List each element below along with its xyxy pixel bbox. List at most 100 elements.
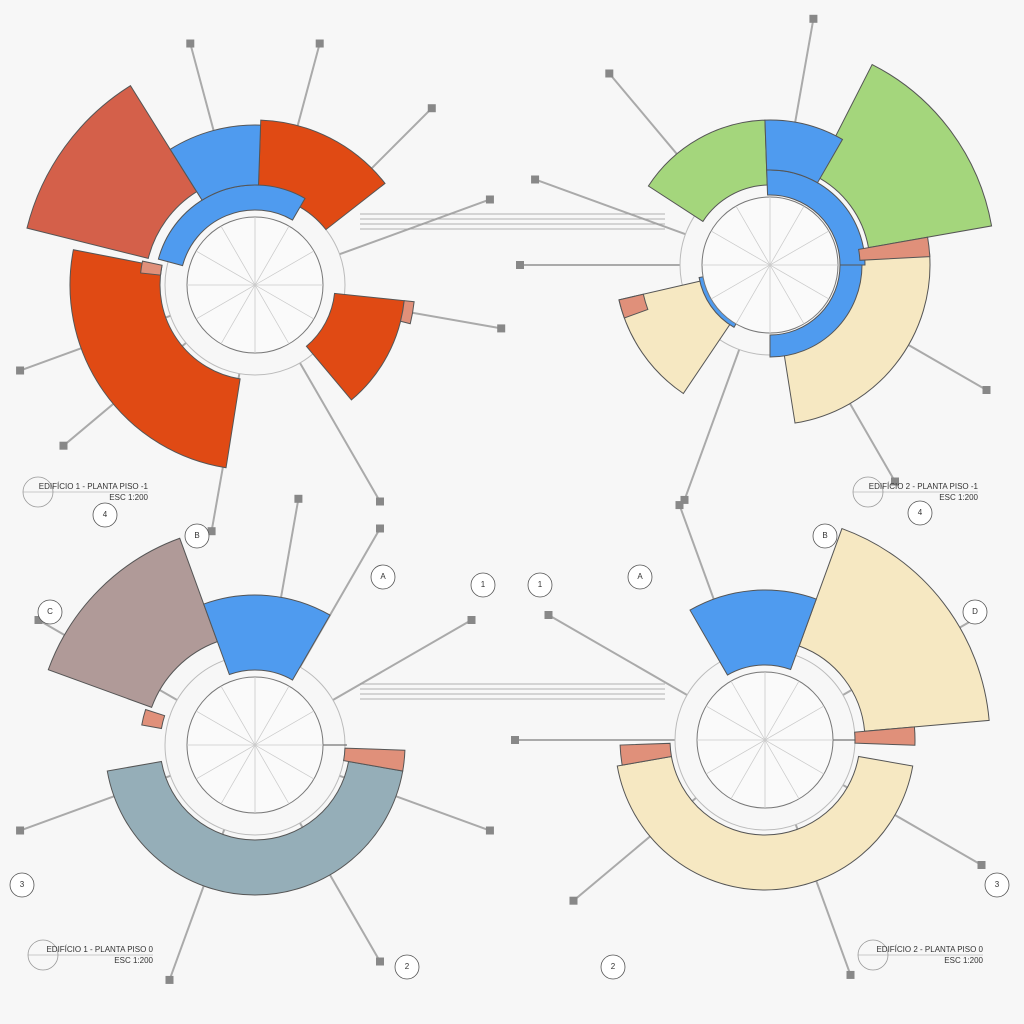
plan-title: EDIFÍCIO 2 - PLANTA PISO -1 bbox=[869, 482, 979, 491]
column bbox=[675, 501, 684, 510]
column bbox=[376, 957, 384, 966]
structure-line bbox=[299, 362, 381, 503]
room bbox=[157, 184, 306, 267]
column bbox=[207, 527, 216, 536]
column bbox=[467, 616, 476, 624]
column bbox=[809, 14, 818, 23]
grid-marker-label: 2 bbox=[405, 962, 410, 971]
grid-marker-label: B bbox=[822, 531, 827, 540]
plan-title: EDIFÍCIO 2 - PLANTA PISO 0 bbox=[876, 945, 983, 954]
room bbox=[814, 63, 993, 249]
grid-marker bbox=[812, 523, 838, 549]
column bbox=[16, 366, 25, 375]
atrium-axis bbox=[195, 250, 315, 320]
grid-marker bbox=[394, 954, 420, 980]
grid-marker-label: 3 bbox=[995, 880, 1000, 889]
room bbox=[169, 124, 262, 201]
grid-marker-label: 2 bbox=[611, 962, 616, 971]
column bbox=[485, 195, 494, 204]
room bbox=[141, 708, 166, 730]
grid-marker bbox=[600, 954, 626, 980]
column bbox=[680, 495, 689, 504]
room bbox=[343, 747, 406, 772]
grid-marker-label: 1 bbox=[538, 580, 543, 589]
column bbox=[497, 324, 506, 333]
grid-marker bbox=[627, 564, 653, 590]
column bbox=[315, 39, 324, 48]
grid-marker-label: 1 bbox=[481, 580, 486, 589]
column bbox=[165, 975, 174, 984]
column bbox=[376, 524, 384, 533]
grid-marker bbox=[527, 572, 553, 598]
column bbox=[34, 616, 43, 624]
grid-marker-label: D bbox=[972, 607, 978, 616]
room bbox=[26, 85, 198, 259]
room bbox=[769, 264, 863, 358]
plan-scale: ESC 1:200 bbox=[109, 493, 148, 502]
grid-marker-label: 4 bbox=[103, 510, 108, 519]
column bbox=[569, 896, 578, 905]
column bbox=[977, 861, 986, 869]
floor-plan bbox=[16, 494, 494, 984]
grid-marker bbox=[984, 872, 1010, 898]
grid-marker-label: A bbox=[380, 572, 386, 581]
room bbox=[69, 249, 241, 469]
room bbox=[618, 293, 649, 319]
room bbox=[106, 760, 404, 896]
column bbox=[485, 826, 494, 835]
grid-marker bbox=[370, 564, 396, 590]
column bbox=[531, 175, 540, 184]
room bbox=[798, 527, 990, 732]
plan-scale: ESC 1:200 bbox=[114, 956, 153, 965]
column bbox=[511, 736, 519, 744]
atrium-axis bbox=[705, 705, 825, 775]
column bbox=[59, 441, 68, 450]
column bbox=[891, 477, 899, 486]
grid-marker bbox=[962, 599, 988, 625]
room bbox=[305, 292, 405, 401]
room bbox=[47, 537, 219, 709]
column bbox=[516, 261, 524, 269]
structure-line bbox=[332, 619, 473, 701]
room bbox=[764, 119, 844, 184]
grid-marker bbox=[92, 502, 118, 528]
room bbox=[858, 236, 931, 261]
column bbox=[16, 826, 25, 835]
floor-plan bbox=[16, 39, 506, 536]
grid-marker bbox=[470, 572, 496, 598]
room bbox=[399, 300, 415, 325]
room bbox=[619, 742, 673, 766]
plan-scale: ESC 1:200 bbox=[939, 493, 978, 502]
room bbox=[854, 726, 916, 746]
atrium-axis bbox=[710, 230, 830, 300]
atrium-axis bbox=[195, 710, 315, 780]
column bbox=[376, 497, 384, 506]
column bbox=[605, 69, 614, 78]
room bbox=[203, 594, 331, 681]
column bbox=[982, 386, 991, 394]
structure-line bbox=[683, 349, 741, 501]
room bbox=[140, 260, 163, 276]
grid-marker-label: C bbox=[47, 607, 53, 616]
plan-title: EDIFÍCIO 1 - PLANTA PISO 0 bbox=[46, 945, 153, 954]
column bbox=[294, 494, 303, 503]
structure-line bbox=[534, 178, 686, 236]
column bbox=[846, 970, 855, 979]
structure-line bbox=[339, 198, 491, 256]
column bbox=[544, 611, 553, 619]
column bbox=[186, 39, 195, 48]
grid-marker-label: 3 bbox=[20, 880, 25, 889]
room bbox=[689, 589, 817, 676]
grid-marker-label: B bbox=[194, 531, 199, 540]
room bbox=[616, 755, 914, 891]
grid-marker bbox=[184, 523, 210, 549]
structure-line bbox=[547, 614, 688, 696]
grid-marker bbox=[907, 500, 933, 526]
column bbox=[427, 104, 436, 113]
plan-scale: ESC 1:200 bbox=[944, 956, 983, 965]
grid-marker-label: A bbox=[637, 572, 643, 581]
plan-title: EDIFÍCIO 1 - PLANTA PISO -1 bbox=[39, 482, 149, 491]
plans: EDIFÍCIO 1 - PLANTA PISO -1 ESC 1:200 EDIF… bbox=[9, 14, 1010, 984]
floor-plan bbox=[511, 501, 990, 979]
